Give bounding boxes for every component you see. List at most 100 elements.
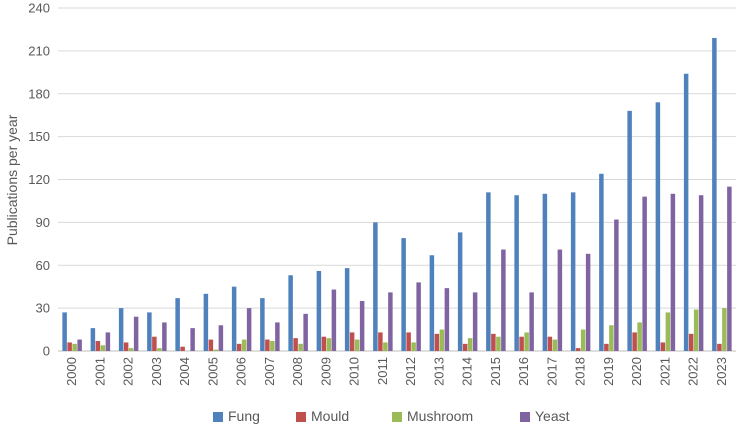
y-tick-label: 120	[28, 172, 50, 187]
bar-mould	[632, 332, 637, 351]
legend-label-yeast: Yeast	[535, 408, 570, 424]
bar-mould	[491, 333, 496, 351]
bar-yeast	[105, 332, 111, 351]
x-tick-label: 2023	[714, 357, 729, 386]
x-tick-label: 2019	[601, 357, 616, 386]
legend: Fung Mould Mushroom Yeast	[213, 408, 570, 424]
bar-mushroom	[693, 309, 699, 351]
bar-mushroom	[72, 343, 77, 351]
x-tick-label: 2011	[375, 357, 390, 385]
bar-fung	[288, 275, 293, 351]
bar-mushroom	[524, 332, 529, 351]
bar-mould	[660, 342, 666, 351]
y-tick-label: 180	[28, 86, 50, 101]
bar-mould	[688, 333, 694, 351]
bar-mushroom	[383, 342, 388, 351]
bar-yeast	[303, 313, 308, 351]
x-tick-label: 2003	[149, 357, 164, 386]
bar-fung	[62, 312, 67, 351]
legend-swatch-yeast	[520, 412, 530, 422]
bar-fung	[344, 268, 350, 351]
bar-yeast	[77, 339, 82, 351]
x-tick-label: 2015	[488, 357, 503, 386]
bar-fung	[429, 255, 435, 351]
legend-label-mushroom: Mushroom	[407, 408, 473, 424]
bar-fung	[655, 102, 661, 351]
bar-yeast	[529, 292, 534, 351]
bar-mould	[152, 336, 157, 351]
y-tick-label: 240	[28, 1, 50, 16]
bar-fung	[570, 192, 576, 351]
bar-mushroom	[609, 325, 614, 351]
bar-mould	[717, 343, 722, 351]
x-tick-label: 2009	[318, 357, 333, 386]
bar-fung	[627, 110, 632, 352]
legend-swatch-mushroom	[392, 412, 402, 422]
x-tick-label: 2021	[657, 357, 672, 386]
x-tick-label: 2001	[92, 357, 107, 386]
bar-mushroom	[213, 349, 219, 351]
bar-mould	[575, 348, 581, 351]
bar-mushroom	[270, 341, 275, 351]
x-tick-label: 2005	[205, 357, 220, 386]
bar-yeast	[698, 195, 704, 351]
legend-label-mould: Mould	[311, 408, 349, 424]
bar-mould	[462, 343, 468, 351]
bar-fung	[118, 308, 124, 352]
bar-fung	[514, 195, 519, 351]
y-tick-label: 210	[28, 43, 50, 58]
x-tick-label: 2002	[121, 357, 136, 386]
bar-mushroom	[298, 343, 303, 351]
bar-yeast	[275, 322, 280, 351]
bar-fung	[712, 38, 717, 351]
bar-fung	[542, 193, 548, 351]
bar-yeast	[444, 288, 450, 351]
y-tick-label: 30	[36, 301, 50, 316]
bar-fung	[203, 293, 209, 351]
bar-mushroom	[665, 312, 671, 351]
bar-mushroom	[411, 342, 416, 351]
x-tick-label: 2018	[573, 357, 588, 386]
x-tick-label: 2022	[686, 357, 701, 386]
bar-fung	[486, 192, 491, 351]
bar-fung	[147, 312, 152, 351]
y-tick-label: 150	[28, 129, 50, 144]
bar-mushroom	[552, 339, 558, 351]
bar-fung	[373, 222, 378, 352]
bar-mushroom	[439, 329, 445, 351]
bar-mushroom	[637, 322, 642, 351]
x-tick-labels: 2000 2001 2002 2003 2004 2005 2006 2007 2008 2009…	[64, 357, 729, 386]
y-tick-label: 90	[36, 215, 50, 230]
bar-mould	[406, 332, 411, 351]
bar-fung	[231, 286, 237, 351]
bar-mushroom	[326, 338, 332, 351]
bar-yeast	[501, 249, 506, 351]
bar-yeast	[727, 186, 732, 351]
x-tick-label: 2010	[347, 357, 362, 386]
x-tick-label: 2014	[460, 357, 475, 386]
bar-mould	[236, 343, 242, 351]
bar-fung	[599, 173, 604, 351]
bar-yeast	[614, 219, 619, 351]
bar-mushroom	[128, 348, 134, 351]
bar-yeast	[246, 308, 252, 352]
bar-mould	[519, 336, 524, 351]
x-tick-label: 2004	[177, 357, 192, 386]
x-tick-label: 2008	[290, 357, 305, 386]
gridlines	[58, 7, 736, 352]
x-tick-label: 2017	[544, 357, 559, 386]
bar-mushroom	[157, 348, 162, 351]
bar-mould	[265, 339, 270, 351]
bar-yeast	[359, 300, 365, 351]
bar-mould	[208, 339, 214, 351]
x-tick-label: 2012	[403, 357, 418, 386]
bar-fung	[316, 270, 322, 351]
x-tick-label: 2006	[234, 357, 249, 386]
y-axis-title: Publications per year	[4, 114, 20, 245]
bar-fung	[175, 298, 180, 351]
bar-yeast	[133, 316, 139, 351]
bar-mould	[321, 336, 327, 351]
bar-fung	[260, 298, 265, 351]
bar-fung	[401, 238, 406, 351]
